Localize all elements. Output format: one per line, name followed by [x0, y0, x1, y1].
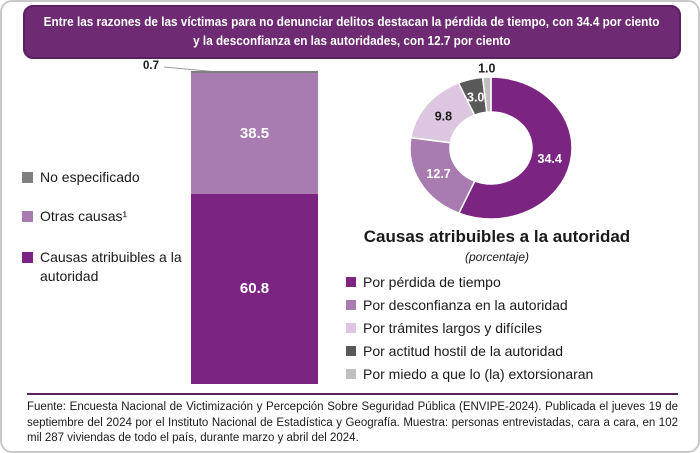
bar-segment: 60.8: [191, 193, 318, 384]
source-text: Fuente: Encuesta Nacional de Victimizaci…: [27, 401, 678, 444]
legend-label: Por miedo a que lo (la) extorsionaran: [363, 366, 594, 382]
donut-legend-item: Por pérdida de tiempo: [346, 273, 593, 296]
bar-segment-value: 60.8: [239, 280, 270, 298]
legend-swatch-icon: [22, 211, 33, 222]
donut-chart: 34.4 12.7 9.8 3.0 1.0: [409, 62, 573, 220]
bar-legend-item: No especificado: [22, 168, 190, 187]
bar-segment: [191, 71, 318, 74]
donut-slice-value: 9.8: [435, 110, 452, 124]
bar-callout-value: 0.7: [143, 60, 159, 72]
legend-swatch-icon: [22, 172, 33, 183]
donut-legend-item: Por desconfianza en la autoridad: [346, 296, 593, 319]
donut-legend-item: Por trámites largos y difíciles: [346, 319, 593, 342]
legend-swatch-icon: [346, 277, 356, 287]
legend-swatch-icon: [346, 346, 356, 356]
donut-slice: [481, 76, 492, 114]
legend-label: Por desconfianza en la autoridad: [363, 297, 568, 313]
donut-slice-value: 1.0: [478, 62, 495, 76]
bar-segment: 38.5: [191, 73, 318, 194]
donut-slice-value: 3.0: [467, 91, 484, 105]
banner-line-1: Entre las razones de las víctimas para n…: [44, 15, 660, 29]
legend-label: No especificado: [40, 169, 140, 185]
donut-slice-value: 12.7: [426, 167, 450, 181]
footer-divider: [27, 393, 678, 395]
legend-swatch-icon: [346, 300, 356, 310]
donut-legend: Por pérdida de tiempo Por desconfianza en…: [346, 273, 593, 388]
stacked-bar-chart: 38.5 60.8: [191, 71, 318, 384]
legend-label: Causas atribuibles a la autoridad: [40, 249, 182, 284]
legend-label: Otras causas¹: [40, 208, 128, 224]
legend-label: Por pérdida de tiempo: [363, 274, 501, 290]
legend-label: Por trámites largos y difíciles: [363, 320, 542, 336]
donut-chart-title: Causas atribuibles a la autoridad: [363, 227, 631, 246]
legend-label: Por actitud hostil de la autoridad: [363, 343, 564, 359]
donut-slice-value: 34.4: [538, 152, 562, 166]
legend-swatch-icon: [346, 323, 356, 333]
donut-chart-subtitle: (porcentaje): [464, 250, 530, 264]
legend-swatch-icon: [22, 252, 33, 263]
bar-legend-item: Otras causas¹: [22, 207, 190, 226]
title-banner: Entre las razones de las víctimas para n…: [23, 5, 681, 59]
bar-segment-value: 38.5: [239, 124, 270, 142]
donut-legend-item: Por miedo a que lo (la) extorsionaran: [346, 365, 593, 388]
bar-legend-item: Causas atribuibles a la autoridad: [22, 248, 190, 286]
donut-slice: [457, 76, 573, 220]
donut-legend-item: Por actitud hostil de la autoridad: [346, 342, 593, 365]
legend-swatch-icon: [346, 369, 356, 379]
banner-line-2: y la desconfianza en las autoridades, co…: [193, 34, 511, 48]
